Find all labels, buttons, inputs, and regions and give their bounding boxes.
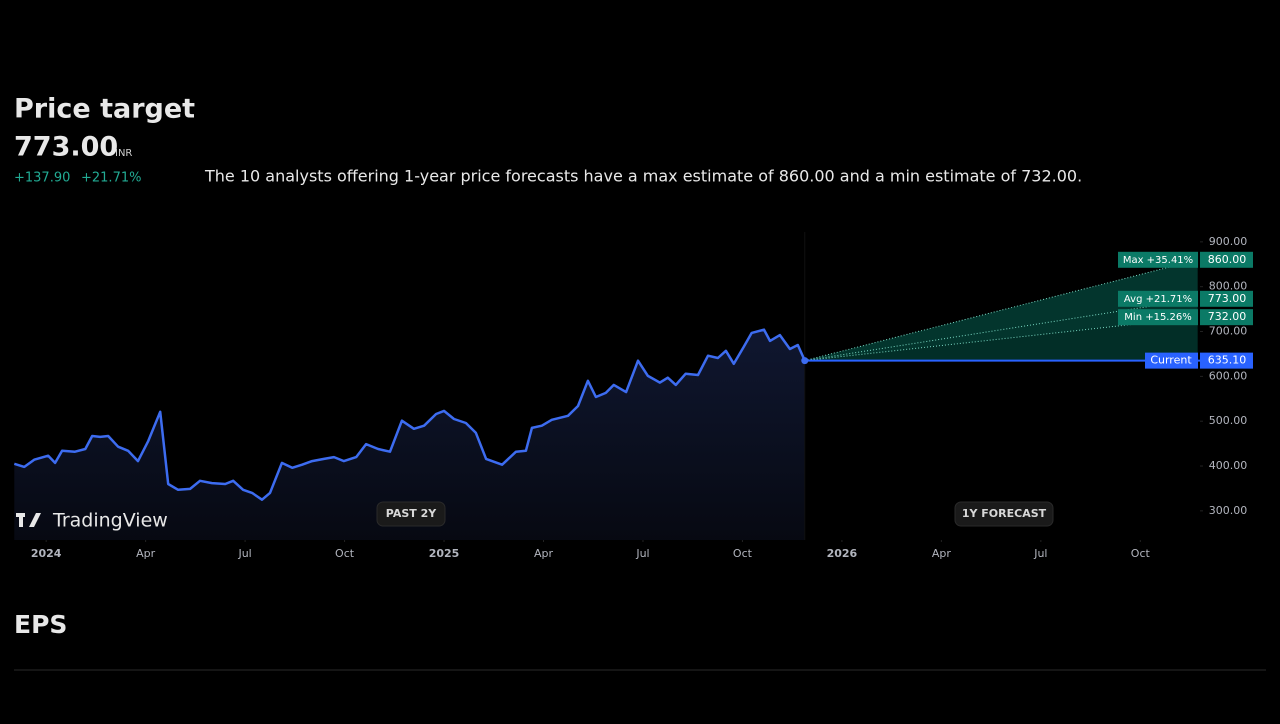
forecast-value-badge <box>1200 309 1253 326</box>
forecast-fan <box>804 317 1198 361</box>
y-tick-label: 800.00 <box>1209 280 1248 293</box>
description: The 10 analysts offering 1-year price fo… <box>204 167 1082 186</box>
current-name-badge <box>1145 352 1198 369</box>
price-area <box>14 329 805 540</box>
x-tick-label: Jul <box>1033 547 1047 560</box>
section-title: EPS <box>14 610 67 639</box>
logo <box>29 513 41 527</box>
x-tick-label: Apr <box>534 547 554 560</box>
forecast-value-badge <box>1200 290 1253 307</box>
x-tick-label: 2026 <box>827 547 858 560</box>
current-value-badge <box>1200 352 1253 369</box>
y-tick-label: 600.00 <box>1209 369 1248 382</box>
logo <box>19 513 23 527</box>
x-tick-label: Apr <box>932 547 952 560</box>
currency: INR <box>115 148 132 159</box>
price-line <box>13 328 806 501</box>
change-percent: +21.71% <box>81 171 141 186</box>
forecast-value: 732.00 <box>1208 310 1247 323</box>
y-tick-label: 900.00 <box>1209 235 1248 248</box>
forecast-value: 860.00 <box>1208 253 1247 266</box>
current-value: 635.10 <box>1208 354 1247 367</box>
forecast-value: 773.00 <box>1208 292 1247 305</box>
section-title: Price target <box>14 94 195 125</box>
target-price: 773.00 <box>14 132 118 163</box>
badge <box>376 501 446 527</box>
x-tick-label: 2024 <box>31 547 62 560</box>
forecast-fan <box>804 259 1198 361</box>
y-tick-label: 500.00 <box>1209 414 1248 427</box>
y-tick-label: 700.00 <box>1209 325 1248 338</box>
forecast-name-badge <box>1118 290 1198 307</box>
forecast-name: Max +35.41% <box>1123 255 1193 266</box>
forecast-line <box>804 298 1198 362</box>
forecast-name: Min +15.26% <box>1124 312 1191 323</box>
x-tick-label: 2025 <box>429 547 460 560</box>
brand: TradingView <box>52 510 168 532</box>
x-tick-label: Jul <box>635 547 649 560</box>
x-tick-label: Oct <box>1131 547 1151 560</box>
change: +137.90 <box>14 171 70 186</box>
x-tick-label: Oct <box>733 547 753 560</box>
chart: 300.00 400.00 500.00 600.00 700.00 800.00 900.… <box>13 232 1253 560</box>
badge <box>954 501 1054 527</box>
y-tick-label: 400.00 <box>1209 459 1248 472</box>
badge-label: 1Y FORECAST <box>962 507 1047 520</box>
forecast-name-badge <box>1118 251 1198 268</box>
y-tick-label: 300.00 <box>1209 504 1248 517</box>
x-tick-label: Apr <box>136 547 156 560</box>
forecast-name-badge <box>1118 309 1198 326</box>
badge-label: PAST 2Y <box>386 507 437 520</box>
x-tick-label: Oct <box>335 547 355 560</box>
x-tick-label: Jul <box>237 547 251 560</box>
forecast-name: Avg +21.71% <box>1124 294 1192 305</box>
current-point <box>801 357 809 365</box>
current-name: Current <box>1150 354 1192 367</box>
forecast-value-badge <box>1200 251 1253 268</box>
